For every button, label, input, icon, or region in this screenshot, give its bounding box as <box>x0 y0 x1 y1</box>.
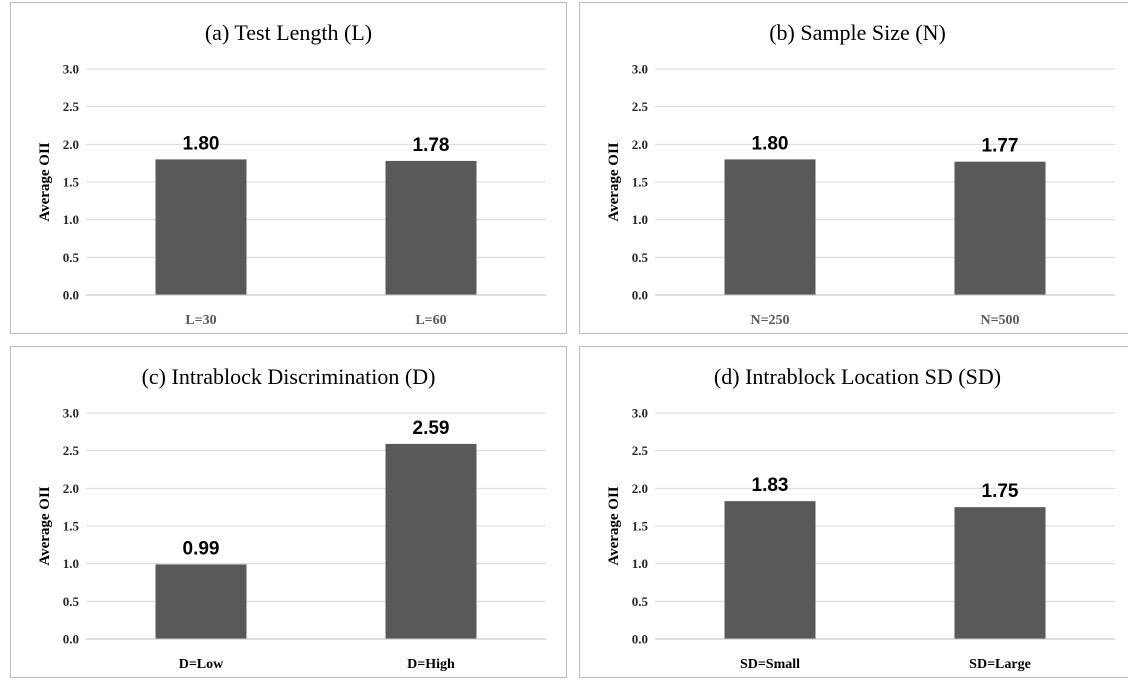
chart-title-c: (c) Intrablock Discrimination (D) <box>142 364 436 389</box>
y-tick-label-a: 3.0 <box>63 62 79 77</box>
bar-c-2 <box>385 443 477 639</box>
bar-chart-c: (c) Intrablock Discrimination (D) Average… <box>37 364 546 672</box>
data-label-b-1: 1.80 <box>752 133 789 154</box>
y-tick-label-a: 1.0 <box>63 212 79 227</box>
data-label-d-2: 1.75 <box>982 481 1019 502</box>
y-tick-label-a: 2.0 <box>63 137 79 152</box>
y-tick-label-c: 3.0 <box>63 406 79 421</box>
bar-a-1 <box>155 159 247 295</box>
chart-title-d: (d) Intrablock Location SD (SD) <box>714 364 1001 389</box>
y-tick-label-d: 1.0 <box>632 556 648 571</box>
x-tick-label-a-2: L=60 <box>415 313 446 328</box>
y-tick-label-b: 0.0 <box>632 288 648 303</box>
y-tick-label-b: 1.0 <box>632 212 648 227</box>
y-tick-label-d: 2.5 <box>632 443 649 458</box>
bar-b-2 <box>954 161 1046 295</box>
bar-d-2 <box>954 507 1046 639</box>
y-tick-label-b: 2.5 <box>632 99 649 114</box>
x-tick-label-c-2: D=High <box>407 657 455 672</box>
data-label-c-2: 2.59 <box>413 418 450 439</box>
x-tick-label-d-2: SD=Large <box>969 657 1031 672</box>
bar-chart-a: (a) Test Length (L) Average OII 0.0 0.5 1.0 1… <box>37 20 546 328</box>
data-label-b-2: 1.77 <box>982 136 1019 157</box>
chart-panel-c: (c) Intrablock Discrimination (D) Average… <box>10 346 567 678</box>
y-axis-label-a: Average OII <box>37 142 53 221</box>
y-tick-label-d: 2.0 <box>632 481 648 496</box>
y-tick-label-c: 0.0 <box>63 632 79 647</box>
y-tick-label-b: 0.5 <box>632 250 649 265</box>
bar-chart-b: (b) Sample Size (N) Average OII 0.0 0.5 1.0 1… <box>606 20 1115 328</box>
chart-panel-d: (d) Intrablock Location SD (SD) Average O… <box>579 346 1128 678</box>
chart-title-a: (a) Test Length (L) <box>205 20 372 45</box>
y-tick-label-d: 1.5 <box>632 519 649 534</box>
y-tick-label-a: 2.5 <box>63 99 80 114</box>
x-tick-label-b-2: N=500 <box>980 313 1019 328</box>
data-label-c-1: 0.99 <box>183 538 220 559</box>
bar-c-1 <box>155 564 247 639</box>
y-tick-label-c: 1.5 <box>63 519 80 534</box>
y-tick-label-c: 2.5 <box>63 443 80 458</box>
x-tick-label-a-1: L=30 <box>185 313 216 328</box>
y-tick-label-c: 2.0 <box>63 481 79 496</box>
y-tick-label-b: 1.5 <box>632 175 649 190</box>
y-tick-label-d: 0.0 <box>632 632 648 647</box>
bar-d-1 <box>724 501 816 639</box>
y-axis-label-c: Average OII <box>37 486 53 565</box>
chart-title-b: (b) Sample Size (N) <box>769 20 946 45</box>
bar-chart-d: (d) Intrablock Location SD (SD) Average O… <box>606 364 1115 672</box>
x-tick-label-c-1: D=Low <box>179 657 224 672</box>
data-label-d-1: 1.83 <box>752 475 789 496</box>
y-tick-label-a: 0.5 <box>63 250 80 265</box>
y-tick-label-c: 0.5 <box>63 594 80 609</box>
data-label-a-1: 1.80 <box>183 133 220 154</box>
x-tick-label-d-1: SD=Small <box>740 657 800 672</box>
chart-panel-a: (a) Test Length (L) Average OII 0.0 0.5 1.0 1… <box>10 2 567 334</box>
bar-a-2 <box>385 160 477 295</box>
y-axis-label-d: Average OII <box>606 486 622 565</box>
data-label-a-2: 1.78 <box>413 135 450 156</box>
y-tick-label-a: 1.5 <box>63 175 80 190</box>
y-tick-label-b: 2.0 <box>632 137 648 152</box>
y-tick-label-b: 3.0 <box>632 62 648 77</box>
y-tick-label-c: 1.0 <box>63 556 79 571</box>
bar-b-1 <box>724 159 816 295</box>
y-tick-label-d: 0.5 <box>632 594 649 609</box>
y-axis-label-b: Average OII <box>606 142 622 221</box>
y-tick-label-a: 0.0 <box>63 288 79 303</box>
x-tick-label-b-1: N=250 <box>750 313 789 328</box>
y-tick-label-d: 3.0 <box>632 406 648 421</box>
chart-panel-b: (b) Sample Size (N) Average OII 0.0 0.5 1.0 1… <box>579 2 1128 334</box>
